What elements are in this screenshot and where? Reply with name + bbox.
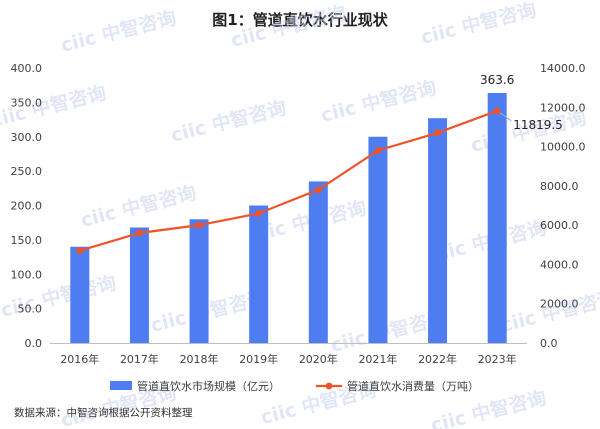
y-left-tick-label: 0.0 [25, 337, 43, 350]
line-point [76, 247, 84, 255]
y-right-tick-label: 0.0 [540, 337, 558, 350]
legend-label: 管道直饮水消费量（万吨） [347, 379, 479, 393]
line-point [195, 221, 203, 229]
y-right-tick-label: 12000.0 [540, 101, 586, 114]
x-tick-label: 2022年 [418, 352, 457, 366]
bar-data-label: 363.6 [480, 73, 514, 87]
plot-area: 0.0 50.0 100.0 150.0 200.0 250.0 300.0 350.0 400… [11, 62, 586, 366]
annotation-leader [499, 112, 512, 122]
y-left-tick-label: 200.0 [11, 200, 43, 213]
x-tick-label: 2023年 [478, 352, 517, 366]
legend-label: 管道直饮水市场规模（亿元） [137, 379, 280, 393]
y-right-tick-label: 10000.0 [540, 141, 586, 154]
watermark-text: ciic 中智咨询 [498, 286, 600, 337]
bar [249, 205, 269, 343]
line-point [434, 129, 441, 137]
y-right-tick-label: 8000.0 [540, 180, 579, 193]
y-left-tick-label: 250.0 [11, 165, 43, 178]
source-note: 数据来源：中智咨询根据公开资料整理 [14, 406, 193, 419]
y-right-tick-label: 6000.0 [540, 219, 579, 232]
watermark-text: ciic 中智咨询 [78, 181, 198, 232]
watermark-text: ciic 中智咨询 [318, 76, 438, 127]
x-tick-label: 2016年 [60, 352, 99, 366]
legend-swatch-point [325, 382, 333, 390]
line-data-label: 11819.5 [513, 118, 563, 132]
x-tick-label: 2017年 [120, 352, 159, 366]
bar [70, 246, 90, 343]
y-left-tick-label: 100.0 [11, 268, 43, 281]
line-point [255, 209, 263, 217]
x-tick-label: 2019年 [239, 352, 278, 366]
y-left-tick-label: 300.0 [11, 131, 43, 144]
watermark-text: ciic 中智咨询 [58, 6, 178, 57]
x-tick-label: 2018年 [180, 352, 219, 366]
line-point [314, 186, 322, 194]
chart-title: 图1：管道直饮水行业现状 [212, 11, 388, 29]
y-left-tick-label: 50.0 [18, 303, 43, 316]
line-point [493, 107, 501, 115]
bar [487, 93, 507, 344]
bar [308, 181, 328, 343]
y-right-tick-label: 4000.0 [540, 258, 579, 271]
x-tick-label: 2020年 [299, 352, 338, 366]
bar [129, 227, 149, 343]
line-point [136, 229, 143, 237]
line-series-path [79, 109, 498, 252]
y-right-tick-label: 14000.0 [540, 62, 586, 75]
y-left-tick-label: 400.0 [11, 62, 43, 75]
legend: 管道直饮水市场规模（亿元） 管道直饮水消费量（万吨） [110, 379, 479, 393]
watermark-text: ciic 中智咨询 [418, 0, 538, 49]
watermark-text: ciic 中智咨询 [168, 96, 288, 147]
legend-swatch-bar [110, 381, 132, 390]
y-right-tick-label: 2000.0 [540, 298, 579, 311]
bar [368, 136, 388, 343]
x-tick-label: 2021年 [358, 352, 397, 366]
watermark-text: ciic 中智咨询 [228, 1, 348, 52]
y-left-tick-label: 150.0 [11, 234, 43, 247]
bar [428, 118, 448, 343]
line-point [374, 147, 382, 154]
bar [189, 219, 209, 343]
y-left-tick-label: 350.0 [11, 96, 43, 109]
